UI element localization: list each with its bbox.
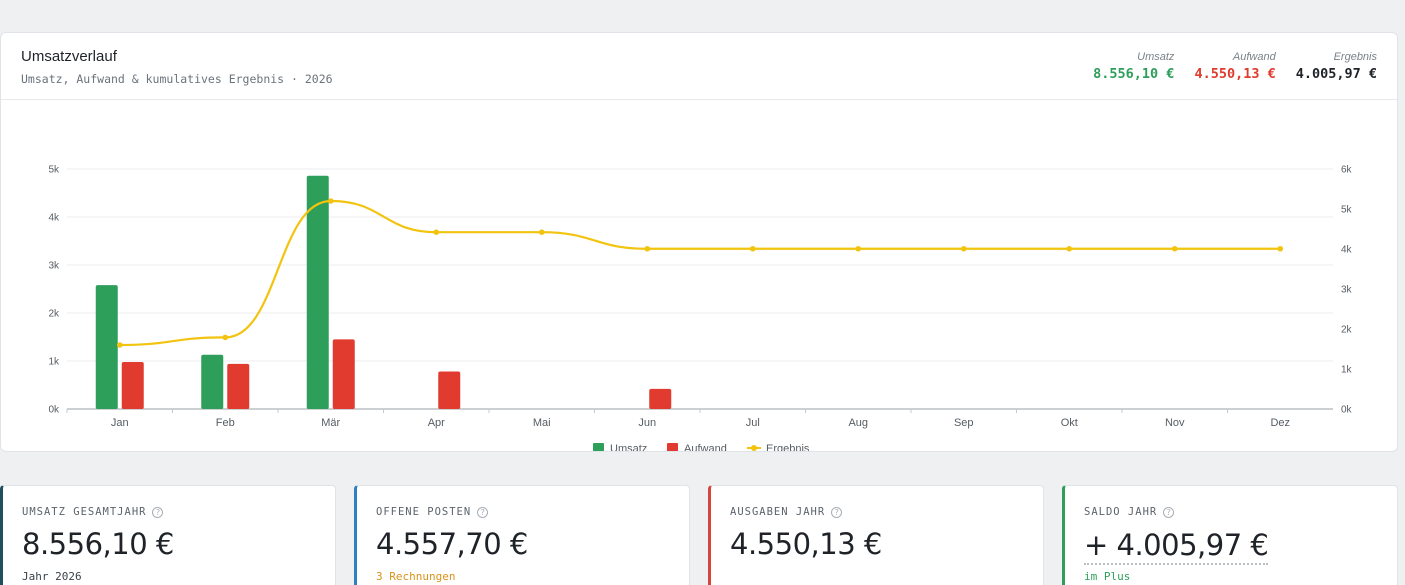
point-ergebnis — [433, 229, 440, 235]
left-axis-tick-label: 4k — [48, 213, 60, 224]
total-ergebnis: Ergebnis 4.005,97 € — [1296, 50, 1377, 84]
point-ergebnis — [644, 245, 651, 252]
x-axis-tick-label: Jan — [111, 417, 129, 429]
kpi-saldo-sub: im Plus — [1084, 570, 1131, 583]
revenue-combo-chart: 0k 1k 2k 3k 4k 5k 0k 1k 2k 3k 4k 5k 6k Jan Feb Mär Apr Ma… — [48, 165, 1353, 451]
bar-aufwand — [438, 371, 461, 409]
total-umsatz: Umsatz 8.556,10 € — [1093, 50, 1174, 84]
x-axis-tick-label: Aug — [848, 417, 868, 429]
total-ergebnis-label: Ergebnis — [1333, 51, 1377, 63]
x-axis-tick-label: Sep — [954, 417, 974, 429]
kpi-saldo-label: SALDO JAHR? — [1084, 506, 1175, 518]
bar-umsatz — [306, 175, 329, 409]
bar-aufwand — [649, 388, 672, 409]
x-axis-tick-label: Jul — [746, 417, 760, 429]
kpi-offene-posten-value: 4.557,70 € — [376, 527, 528, 561]
point-ergebnis — [1277, 245, 1284, 252]
left-axis-tick-label: 0k — [48, 405, 60, 416]
help-icon[interactable]: ? — [1163, 506, 1175, 518]
point-ergebnis — [960, 245, 967, 252]
left-axis-tick-label: 2k — [48, 309, 60, 320]
chart-card-header: Umsatzverlauf Umsatz, Aufwand & kumulati… — [1, 33, 1397, 100]
x-axis-tick-label: Dez — [1270, 417, 1290, 429]
point-ergebnis — [327, 198, 334, 204]
total-aufwand: Aufwand 4.550,13 € — [1194, 50, 1275, 84]
legend-swatch-umsatz — [593, 443, 604, 451]
chart-title: Umsatzverlauf — [21, 48, 117, 65]
right-axis-tick-label: 5k — [1341, 205, 1353, 216]
total-ergebnis-value: 4.005,97 € — [1295, 66, 1377, 82]
x-axis-tick-label: Jun — [638, 417, 656, 429]
help-icon[interactable]: ? — [152, 506, 164, 518]
total-umsatz-value: 8.556,10 € — [1093, 66, 1175, 82]
kpi-saldo-value: + 4.005,97 € — [1084, 527, 1269, 565]
revenue-chart-card: Umsatzverlauf Umsatz, Aufwand & kumulati… — [0, 32, 1398, 452]
kpi-ausgaben-label: AUSGABEN JAHR? — [730, 506, 843, 518]
bar-umsatz — [95, 285, 118, 409]
left-axis-tick-label: 5k — [48, 165, 60, 176]
legend-label-umsatz: Umsatz — [610, 443, 647, 451]
bar-aufwand — [332, 339, 355, 409]
kpi-card-ausgaben: AUSGABEN JAHR? 4.550,13 € — [708, 485, 1044, 585]
right-axis-tick-label: 6k — [1341, 165, 1353, 176]
bar-aufwand — [227, 363, 250, 409]
right-axis-tick-label: 3k — [1341, 285, 1353, 296]
right-axis-tick-label: 0k — [1341, 405, 1353, 416]
x-axis-tick-label: Feb — [216, 417, 235, 429]
kpi-card-saldo: SALDO JAHR? + 4.005,97 € im Plus — [1062, 485, 1398, 585]
bar-umsatz — [201, 354, 224, 409]
help-icon[interactable]: ? — [831, 506, 843, 518]
header-totals: Umsatz 8.556,10 € Aufwand 4.550,13 € Erg… — [1093, 50, 1377, 84]
kpi-offene-posten-sub: 3 Rechnungen — [376, 570, 456, 583]
kpi-umsatz-label: UMSATZ GESAMTJAHR? — [22, 506, 164, 518]
right-axis-tick-label: 4k — [1341, 245, 1353, 256]
kpi-card-umsatz: UMSATZ GESAMTJAHR? 8.556,10 € Jahr 2026 — [0, 485, 336, 585]
total-aufwand-label: Aufwand — [1232, 51, 1276, 63]
kpi-saldo-label-text: SALDO JAHR — [1084, 506, 1158, 518]
x-axis-tick-label: Mai — [533, 417, 551, 429]
x-axis-tick-label: Apr — [428, 417, 445, 429]
right-axis-tick-label: 2k — [1341, 325, 1353, 336]
kpi-ausgaben-label-text: AUSGABEN JAHR — [730, 506, 826, 518]
help-icon[interactable]: ? — [477, 506, 489, 518]
kpi-umsatz-label-text: UMSATZ GESAMTJAHR — [22, 506, 147, 518]
kpi-umsatz-sub: Jahr 2026 — [22, 570, 82, 583]
left-axis-tick-label: 1k — [48, 357, 60, 368]
point-ergebnis — [749, 245, 756, 252]
point-ergebnis — [1066, 245, 1073, 252]
legend-label-aufwand: Aufwand — [684, 443, 727, 451]
point-ergebnis — [222, 334, 229, 341]
legend-swatch-dot — [751, 445, 757, 451]
bar-aufwand — [121, 361, 144, 409]
x-axis-tick-label: Mär — [321, 417, 340, 429]
total-umsatz-label: Umsatz — [1137, 51, 1175, 63]
left-axis-tick-label: 3k — [48, 261, 60, 272]
total-aufwand-value: 4.550,13 € — [1194, 66, 1276, 82]
kpi-ausgaben-value: 4.550,13 € — [730, 527, 882, 561]
line-ergebnis — [119, 199, 1281, 347]
kpi-offene-posten-label: OFFENE POSTEN? — [376, 506, 489, 518]
x-axis-tick-label: Okt — [1061, 417, 1078, 429]
legend-label-ergebnis: Ergebnis — [766, 443, 810, 451]
point-ergebnis — [116, 342, 123, 348]
legend-swatch-aufwand — [667, 443, 678, 451]
x-axis-tick-label: Nov — [1165, 417, 1185, 429]
kpi-card-offene-posten: OFFENE POSTEN? 4.557,70 € 3 Rechnungen — [354, 485, 690, 585]
chart-subtitle: Umsatz, Aufwand & kumulatives Ergebnis ·… — [21, 72, 333, 86]
right-axis-tick-label: 1k — [1341, 365, 1353, 376]
point-ergebnis — [1171, 245, 1178, 252]
point-ergebnis — [855, 245, 862, 252]
point-ergebnis — [538, 229, 545, 235]
kpi-umsatz-value: 8.556,10 € — [22, 527, 174, 561]
kpi-offene-posten-label-text: OFFENE POSTEN — [376, 506, 472, 518]
